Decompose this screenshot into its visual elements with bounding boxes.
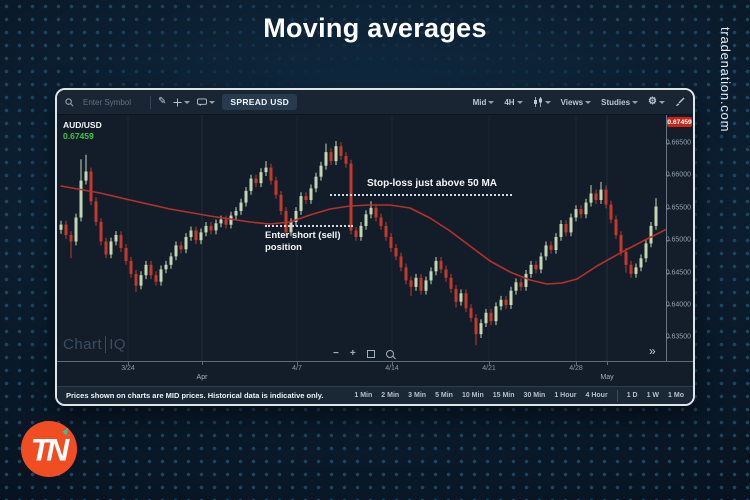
symbol-header: AUD/USD 0.67459 — [63, 120, 102, 141]
x-axis-label: 4/28 — [569, 365, 583, 372]
y-axis-tick — [667, 142, 671, 144]
timeframe-2min[interactable]: 2 Min — [381, 392, 400, 399]
timeframe-1mo[interactable]: 1 Mo — [668, 392, 684, 399]
price-axis[interactable]: 0.67459 0.66500 0.66000 0.65500 0.65000 0.64… — [666, 115, 693, 361]
y-axis-label: 0.66500 — [665, 139, 691, 147]
brush-icon[interactable] — [675, 97, 685, 107]
timeframe-1w[interactable]: 1 W — [646, 392, 660, 399]
x-axis-tick — [392, 362, 393, 365]
timeframe-list: 1 Min 2 Min 3 Min 5 Min 10 Min 15 Min 30 Min 1 … — [354, 389, 684, 402]
timeframe-1d[interactable]: 1 D — [626, 392, 638, 399]
chevron-down-icon — [659, 100, 665, 104]
y-axis-tick — [667, 175, 671, 177]
y-axis-label: 0.66000 — [665, 171, 691, 179]
chevron-down-icon — [516, 100, 523, 104]
footer-bar: Prices shown on charts are MID prices. H… — [57, 386, 693, 404]
search-input[interactable] — [81, 96, 143, 108]
x-axis-tick — [297, 362, 298, 365]
draw-pencil-icon[interactable]: ✎ — [158, 96, 167, 107]
y-axis-label: 0.64500 — [665, 269, 691, 277]
x-axis-label: 4/21 — [482, 365, 496, 372]
chevron-down-icon — [184, 100, 191, 104]
magnifier-icon[interactable] — [385, 349, 394, 358]
x-axis-tick — [607, 362, 608, 365]
y-axis-label: 0.65500 — [665, 204, 691, 212]
y-axis-tick — [667, 207, 671, 209]
x-axis-label: May — [600, 374, 614, 381]
studies-menu[interactable]: Studies — [601, 98, 639, 107]
time-axis[interactable]: 3/24 Apr 4/7 4/14 4/21 4/28 May — [57, 361, 693, 386]
y-axis-tick — [667, 240, 671, 242]
chart-toolbar: ✎ SPREAD USD Mid 4H Views Studies ⚙ — [57, 90, 693, 115]
chevron-down-icon — [544, 100, 551, 104]
x-axis-tick — [128, 362, 129, 365]
stop-loss-dotted-line — [330, 194, 512, 196]
page-title: Moving averages — [263, 13, 487, 43]
x-axis-label: 3/24 — [121, 365, 135, 372]
timeframe-15min[interactable]: 15 Min — [492, 392, 515, 399]
fit-screen-icon[interactable] — [366, 349, 375, 358]
current-price-tag: 0.67459 — [667, 117, 692, 127]
timeframe-30min[interactable]: 30 Min — [523, 392, 546, 399]
y-axis-label: 0.63500 — [665, 333, 691, 341]
chevron-down-icon — [488, 100, 495, 104]
timeframe-separator — [616, 389, 618, 402]
chart-main-row: AUD/USD 0.67459 Stop-loss just above 50 … — [57, 115, 693, 361]
chevron-down-icon — [632, 100, 639, 104]
x-axis-tick — [576, 362, 577, 365]
y-axis-tick — [667, 304, 671, 306]
spread-usd-label[interactable]: SPREAD USD — [222, 94, 298, 110]
chartiq-watermark: Chart IQ — [63, 336, 127, 353]
symbol-name: AUD/USD — [63, 120, 102, 130]
chevron-down-icon — [209, 100, 216, 104]
mid-price-disclaimer: Prices shown on charts are MID prices. H… — [66, 391, 324, 400]
stop-loss-annotation: Stop-loss just above 50 MA — [366, 178, 498, 189]
toolbar-divider — [150, 95, 151, 109]
mid-price-menu[interactable]: Mid — [473, 98, 495, 107]
annotation-tool[interactable] — [197, 97, 216, 107]
x-axis-tick — [202, 362, 203, 365]
timeframe-3min[interactable]: 3 Min — [408, 392, 427, 399]
zoom-in-button[interactable]: + — [349, 348, 356, 359]
x-axis-label: Apr — [196, 374, 208, 381]
settings-menu[interactable]: ⚙ — [648, 97, 665, 107]
timeframe-1min[interactable]: 1 Min — [354, 392, 373, 399]
search-icon — [65, 97, 74, 107]
entry-annotation: Enter short (sell) position — [265, 230, 341, 254]
crosshair-tool[interactable] — [173, 97, 191, 107]
chart-window: ✎ SPREAD USD Mid 4H Views Studies ⚙ — [55, 88, 695, 406]
views-menu[interactable]: Views — [561, 98, 592, 107]
y-axis-label: 0.64000 — [665, 301, 691, 309]
zoom-controls: − + — [333, 348, 394, 359]
toolbar-right: Mid 4H Views Studies ⚙ — [473, 97, 685, 107]
chart-plot-area[interactable]: AUD/USD 0.67459 Stop-loss just above 50 … — [57, 115, 667, 361]
timeframe-10min[interactable]: 10 Min — [461, 392, 484, 399]
site-watermark: tradenation.com — [718, 27, 733, 133]
scroll-forward-chevrons[interactable]: » — [649, 344, 656, 358]
x-axis-label: 4/7 — [292, 365, 302, 372]
chevron-down-icon — [585, 100, 592, 104]
x-axis-label: 4/14 — [385, 365, 399, 372]
y-axis-label: 0.65000 — [665, 236, 691, 244]
tradenation-logo: TN — [20, 420, 78, 478]
entry-dotted-line — [265, 225, 353, 227]
timeframe-4hour[interactable]: 4 Hour — [585, 392, 608, 399]
timeframe-5min[interactable]: 5 Min — [435, 392, 453, 399]
timeframe-1hour[interactable]: 1 Hour — [554, 392, 577, 399]
symbol-price: 0.67459 — [63, 131, 94, 141]
y-axis-tick — [667, 337, 671, 339]
interval-menu[interactable]: 4H — [504, 98, 523, 107]
gear-icon: ⚙ — [648, 96, 657, 107]
svg-text:TN: TN — [31, 432, 71, 468]
chart-type-menu[interactable] — [533, 97, 551, 107]
zoom-out-button[interactable]: − — [333, 348, 339, 359]
x-axis-tick — [489, 362, 490, 365]
y-axis-tick — [667, 272, 671, 274]
